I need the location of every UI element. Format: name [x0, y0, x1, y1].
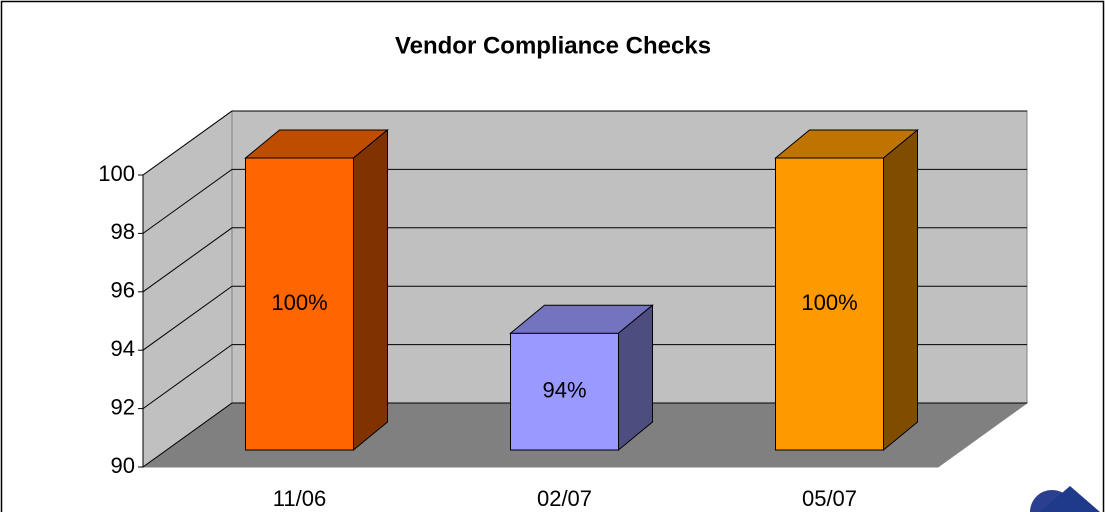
data-label: 100% — [271, 290, 327, 315]
grid-line — [142, 285, 1027, 351]
data-label: 94% — [542, 377, 586, 402]
grid-line — [142, 227, 1027, 293]
grid-line — [142, 168, 1027, 234]
y-tick-label: 94 — [111, 336, 135, 361]
chart-title: Vendor Compliance Checks — [395, 32, 711, 59]
bar-side — [353, 128, 388, 452]
y-tick-label: 90 — [111, 453, 135, 478]
bar-side — [618, 304, 653, 452]
x-tick-label: 11/06 — [273, 486, 326, 511]
y-tick-label: 92 — [111, 394, 135, 419]
bar — [510, 332, 619, 451]
x-tick-label: 02/07 — [537, 486, 592, 511]
grid-line — [142, 402, 1027, 468]
y-tick-label: 98 — [111, 219, 135, 244]
y-tick-label: 100 — [98, 161, 135, 186]
grid-line — [142, 110, 1027, 176]
logo — [1030, 486, 1100, 512]
data-label: 100% — [801, 290, 857, 315]
grid-line — [142, 344, 1027, 410]
bar — [775, 157, 884, 451]
x-tick-label: 05/07 — [802, 486, 857, 511]
y-tick-label: 96 — [111, 278, 135, 303]
bar-side — [883, 128, 918, 452]
